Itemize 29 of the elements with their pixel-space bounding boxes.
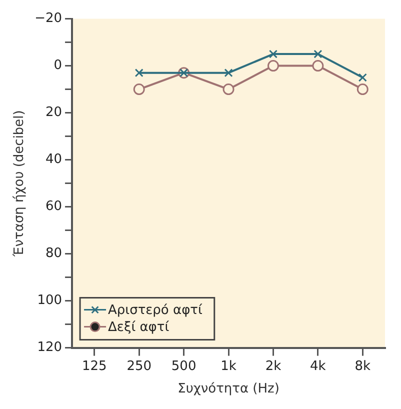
x-tick-label: 8k [354,358,372,374]
x-tick-label: 2k [265,358,282,374]
y-tick-label: 120 [37,340,62,356]
y-tick-label: 60 [45,199,62,214]
y-tick-label: 20 [45,105,62,120]
y-tick-label: 80 [45,246,62,262]
y-axis-title: Ένταση ήχου (decibel) [12,110,28,258]
legend-label: Δεξί αφτί [108,320,170,336]
y-tick-label: 40 [45,152,62,168]
x-tick-label: 125 [82,358,107,374]
legend-label: Αριστερό αφτί [108,303,203,318]
point [356,84,368,96]
point [134,68,144,78]
point [222,84,234,96]
y-tick-label: 100 [37,293,62,308]
x-tick-label: 500 [171,358,196,374]
point [268,50,278,58]
point [224,68,233,78]
x-axis-title: Συχνότητα (Hz) [178,382,280,397]
point [133,84,145,96]
point [358,73,367,82]
x-tick-label: 250 [126,358,152,374]
point [312,60,324,72]
point [267,60,279,72]
y-tick-label: −20 [34,11,62,26]
point [314,50,322,58]
x-tick-label: 1k [220,358,237,374]
y-tick-label: 0 [54,58,62,74]
x-tick-label: 4k [310,358,326,374]
